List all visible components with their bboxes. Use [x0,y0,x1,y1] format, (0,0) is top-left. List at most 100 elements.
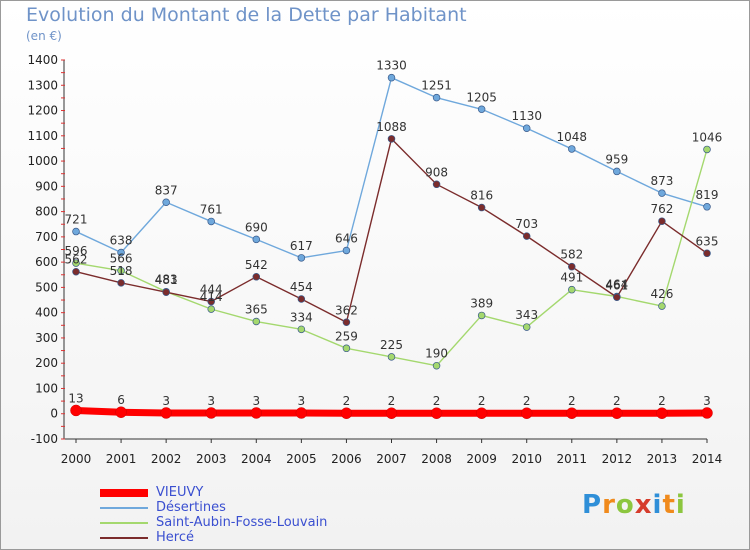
data-label-desertines: 646 [335,232,358,246]
data-point-vieuvy [430,407,443,419]
data-point-desertines [252,235,261,244]
y-tick-label: 1200 [27,104,58,118]
legend-swatch [100,536,148,539]
data-label-saint-aubin-fosse-louvain: 464 [605,277,628,291]
data-point-vieuvy [520,407,533,419]
legend-label: Hercé [156,530,194,545]
data-label-vieuvy: 2 [568,394,576,408]
data-point-saint-aubin-fosse-louvain [72,259,80,267]
data-point-saint-aubin-fosse-louvain [432,361,441,370]
data-point-herce [117,279,125,287]
axes [61,59,708,443]
data-label-desertines: 837 [155,183,178,197]
y-tick-label: 400 [35,306,58,320]
data-point-desertines [207,217,215,226]
data-label-herce: 908 [425,165,448,179]
legend-label: VIEUVY [156,485,204,500]
data-label-saint-aubin-fosse-louvain: 365 [245,303,268,317]
data-label-saint-aubin-fosse-louvain: 334 [290,310,313,324]
series-layer [70,73,713,419]
data-label-vieuvy: 2 [658,394,666,408]
y-tick-label: 1300 [27,78,58,92]
data-point-vieuvy [205,407,217,419]
unit-label: (en €) [26,29,62,43]
y-tick-label: 1400 [27,53,58,67]
data-point-vieuvy [70,404,82,417]
series-line-desertines [75,76,708,259]
data-point-vieuvy [340,407,353,419]
data-point-herce [342,318,351,327]
y-tick-label: 300 [35,331,58,345]
data-label-vieuvy: 6 [117,393,125,407]
data-point-saint-aubin-fosse-louvain [658,302,666,310]
y-tick-label: 0 [50,407,58,421]
data-label-herce: 762 [650,202,673,216]
data-label-desertines: 638 [110,234,133,248]
data-label-herce: 1088 [376,120,407,134]
logo-letter: i [652,490,663,520]
data-point-saint-aubin-fosse-louvain [117,266,125,275]
data-label-herce: 454 [290,280,313,294]
legend-label: Désertines [156,500,226,515]
legend-label: Saint-Aubin-Fosse-Louvain [156,515,328,530]
data-label-herce: 542 [245,258,268,272]
data-point-vieuvy [385,407,398,419]
x-tick-label: 2000 [61,452,92,466]
data-point-saint-aubin-fosse-louvain [477,311,486,320]
data-point-desertines [568,145,576,153]
data-label-desertines: 959 [605,152,628,166]
logo-letter: P [582,490,603,520]
y-tick-label: -100 [31,432,58,446]
chart-title: Evolution du Montant de la Dette par Hab… [26,4,467,26]
data-point-desertines [117,248,125,257]
x-tick-label: 2001 [106,452,137,466]
data-label-desertines: 819 [696,188,719,202]
data-point-herce [72,267,80,276]
data-label-vieuvy: 2 [613,394,621,408]
legend-item: VIEUVY [100,485,327,500]
x-tick-label: 2003 [196,452,227,466]
data-point-saint-aubin-fosse-louvain [568,285,576,294]
data-point-vieuvy [566,407,578,419]
data-label-desertines: 617 [290,239,313,253]
legend-item: Saint-Aubin-Fosse-Louvain [100,515,327,530]
data-label-desertines: 761 [200,202,223,216]
legend-item: Hercé [100,530,327,545]
data-point-desertines [477,105,486,114]
data-point-desertines [432,93,441,102]
data-label-vieuvy: 13 [68,391,83,405]
data-point-vieuvy [115,406,127,418]
y-tick-label: 100 [35,381,58,395]
x-tick-labels: 2000 2001 2002 2003 2004 2005 2006 2007 2008 2009… [61,452,723,466]
legend-swatch [100,488,148,497]
data-point-saint-aubin-fosse-louvain [703,145,711,154]
data-point-vieuvy [475,407,488,419]
data-label-desertines: 873 [650,174,673,188]
data-point-desertines [703,203,711,211]
data-label-vieuvy: 3 [207,394,215,408]
data-point-saint-aubin-fosse-louvain [297,325,306,334]
data-label-saint-aubin-fosse-louvain: 491 [560,271,583,285]
data-label-vieuvy: 3 [162,394,170,408]
x-tick-label: 2014 [692,452,723,466]
x-tick-label: 2006 [331,452,362,466]
data-point-saint-aubin-fosse-louvain [207,305,215,313]
data-point-saint-aubin-fosse-louvain [342,344,351,353]
legend: VIEUVY Désertines Saint-Aubin-Fosse-Louvai… [100,485,327,545]
x-tick-label: 2005 [286,452,317,466]
data-point-saint-aubin-fosse-louvain [522,323,531,331]
data-label-desertines: 721 [65,213,88,227]
data-label-herce: 703 [515,217,538,231]
legend-swatch [100,506,148,509]
data-label-herce: 444 [200,283,223,297]
data-point-desertines [658,189,666,197]
data-point-vieuvy [160,407,172,419]
x-tick-label: 2002 [151,452,182,466]
data-label-desertines: 690 [245,220,268,234]
data-point-herce [207,297,215,306]
y-tick-label: 200 [35,356,58,370]
data-label-desertines: 1048 [557,130,588,144]
data-point-herce [568,262,576,271]
y-tick-label: 700 [35,230,58,244]
